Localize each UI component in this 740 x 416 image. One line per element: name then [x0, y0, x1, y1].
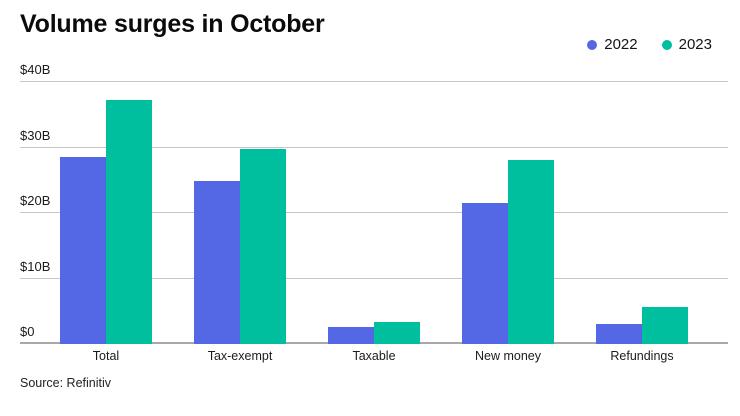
y-tick-label-$0: $0: [20, 324, 39, 339]
y-tick-label-$30b: $30B: [20, 127, 55, 143]
bars-row: [20, 100, 728, 344]
x-tick-slot-refundings: Refundings: [596, 349, 688, 363]
x-tick-label-taxable: Taxable: [352, 349, 396, 363]
chart-title: Volume surges in October: [20, 10, 325, 38]
plot-area: $0 $10B $20B $30B $40B: [20, 62, 728, 344]
x-tick-label-new-money: New money: [475, 349, 541, 363]
bar-2023-refundings: [642, 307, 688, 344]
bar-group-refundings: [596, 307, 688, 344]
legend-dot-2022: [587, 39, 598, 50]
bar-group-new-money: [462, 159, 554, 344]
x-tick-slot-taxable: Taxable: [328, 349, 420, 363]
x-tick-label-tax-exempt: Tax-exempt: [207, 349, 273, 363]
bar-group-taxable: [328, 321, 420, 344]
legend-dot-2023: [661, 39, 672, 50]
x-tick-slot-tax-exempt: Tax-exempt: [194, 349, 286, 363]
bar-2023-tax-exempt: [240, 148, 286, 344]
source-note: Source: Refinitiv: [20, 376, 112, 390]
bar-2023-new-money: [508, 159, 554, 344]
x-axis: Total Tax-exempt Taxable New money Refunding…: [20, 349, 728, 363]
y-tick-label-$20b: $20B: [20, 193, 55, 208]
bar-2022-taxable: [328, 326, 374, 344]
y-tick-label-$10b: $10B: [20, 258, 55, 274]
y-tick-label-$40b: $40B: [20, 62, 55, 77]
x-tick-slot-total: Total: [60, 349, 152, 363]
legend-label-2022: 2022: [604, 36, 638, 53]
gridline-$20b: [20, 212, 728, 213]
bar-2022-tax-exempt: [194, 180, 240, 344]
bar-2023-total: [106, 100, 152, 344]
bar-2023-taxable: [374, 321, 420, 344]
gridline-$30b: [20, 146, 728, 148]
gridline-$40b: [20, 81, 728, 82]
bar-group-tax-exempt: [194, 148, 286, 344]
legend-item-2022: 2022: [587, 36, 638, 53]
bar-2022-new-money: [462, 202, 508, 344]
legend-item-2023: 2023: [661, 36, 712, 53]
x-tick-label-refundings: Refundings: [610, 349, 674, 363]
bar-2022-refundings: [596, 323, 642, 344]
bar-2022-total: [60, 156, 106, 344]
gridline-$10b: [20, 277, 728, 279]
legend: 2022 2023: [587, 36, 712, 53]
bar-group-total: [60, 100, 152, 344]
x-tick-label-total: Total: [92, 349, 120, 363]
legend-label-2023: 2023: [678, 36, 712, 53]
x-tick-slot-new-money: New money: [462, 349, 554, 363]
